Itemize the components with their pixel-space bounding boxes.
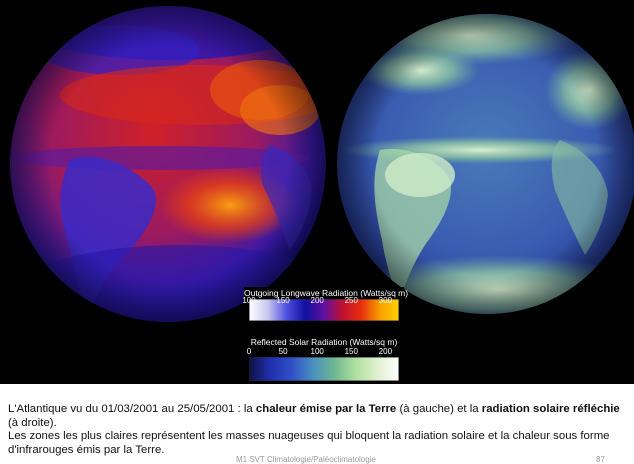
rsr-color-bar [249,357,399,381]
rsr-tick-label: 150 [344,347,358,356]
rsr-tick-label: 200 [378,347,393,356]
rsr-tick-label: 0 [246,347,252,356]
caption-text: (à droite). [8,416,57,429]
olr-legend-title: Outgoing Longwave Radiation (Watts/sq m) [244,288,409,298]
footer-page-number: 87 [596,455,605,464]
caption-emphasis-heat: chaleur émise par la Terre [255,403,397,415]
rsr-tick-labels: 0 50 100 150 200 [246,347,399,357]
olr-tick-labels: 100 150 200 250 300 [242,296,399,306]
rsr-legend-title: Reflected Solar Radiation (Watts/sq m) [250,337,398,347]
olr-tick-label: 250 [344,296,358,305]
satellite-image-panel [0,0,634,384]
globes-illustration [10,6,634,322]
rsr-tick-label: 100 [310,347,324,356]
olr-tick-label: 200 [310,296,324,305]
footer-course-title: M1 SVT Climatologie/Paléoclimatologie [236,455,376,464]
caption-line-2: Les zones les plus claires représentent … [8,430,610,456]
caption-text: (à gauche) et la [396,403,482,415]
caption-emphasis-solar: radiation solaire réfléchie [481,403,620,415]
olr-color-bar [249,299,399,321]
olr-tick-label: 100 [242,296,256,305]
caption: L'Atlantique vu du 01/03/2001 au 25/05/2… [8,403,630,457]
caption-text: L'Atlantique vu du 01/03/2001 au 25/05/2… [8,403,256,415]
caption-line-1: L'Atlantique vu du 01/03/2001 au 25/05/2… [8,403,630,430]
rsr-tick-label: 50 [278,347,288,356]
olr-tick-label: 150 [276,296,290,305]
color-legend-box: Outgoing Longwave Radiation (Watts/sq m)… [242,287,409,384]
olr-tick-label: 300 [378,296,393,305]
slide-footer: M1 SVT Climatologie/Paléoclimatologie 87 [0,455,634,464]
